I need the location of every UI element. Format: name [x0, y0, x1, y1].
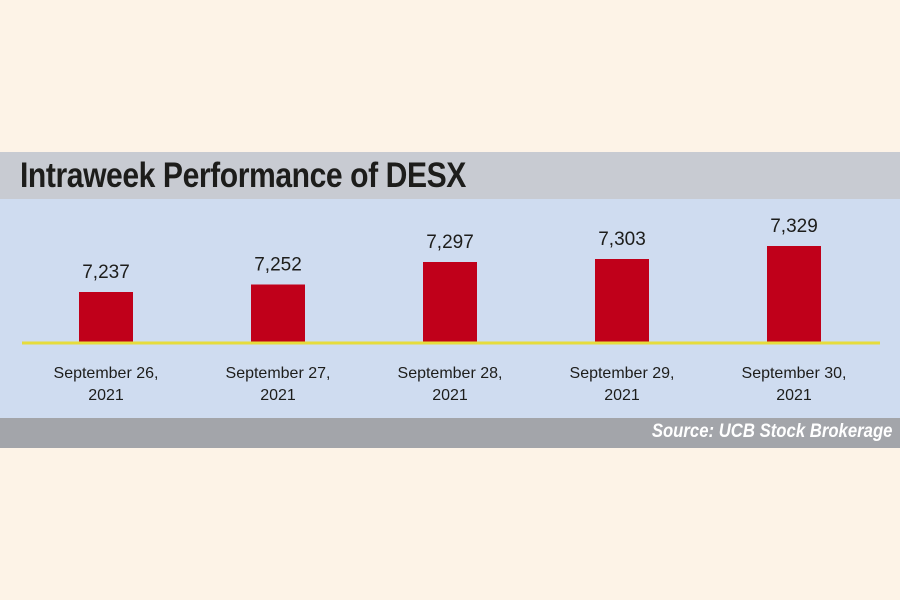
source-credit: Source: UCB Stock Brokerage: [651, 421, 892, 442]
x-tick-label: September 27,: [226, 365, 331, 382]
chart-graphic: Intraweek Performance of DESX 7,237 Septe…: [0, 152, 900, 448]
chart-title: Intraweek Performance of DESX: [20, 156, 466, 195]
x-tick-label: 2021: [432, 387, 468, 404]
bar: [251, 284, 305, 343]
title-band: Intraweek Performance of DESX: [0, 152, 900, 199]
bar: [767, 246, 821, 343]
bar-chart: 7,237 September 26, 2021 7,252 September 27,…: [22, 216, 880, 404]
x-tick-label: September 26,: [54, 365, 159, 382]
x-tick-label: September 28,: [398, 365, 503, 382]
source-band: Source: UCB Stock Brokerage: [0, 418, 900, 448]
x-tick-label: September 30,: [742, 365, 847, 382]
data-label: 7,297: [426, 232, 474, 253]
bar: [595, 259, 649, 343]
data-label: 7,329: [770, 216, 818, 237]
data-label: 7,252: [254, 255, 302, 276]
x-tick-label: September 29,: [570, 365, 675, 382]
x-tick-label: 2021: [88, 387, 124, 404]
bar: [79, 292, 133, 343]
chart-panel: 7,237 September 26, 2021 7,252 September 27,…: [0, 199, 900, 418]
data-label: 7,303: [598, 229, 646, 250]
x-tick-label: 2021: [776, 387, 812, 404]
x-tick-label: 2021: [260, 387, 296, 404]
bar: [423, 262, 477, 343]
x-tick-label: 2021: [604, 387, 640, 404]
data-label: 7,237: [82, 262, 130, 283]
